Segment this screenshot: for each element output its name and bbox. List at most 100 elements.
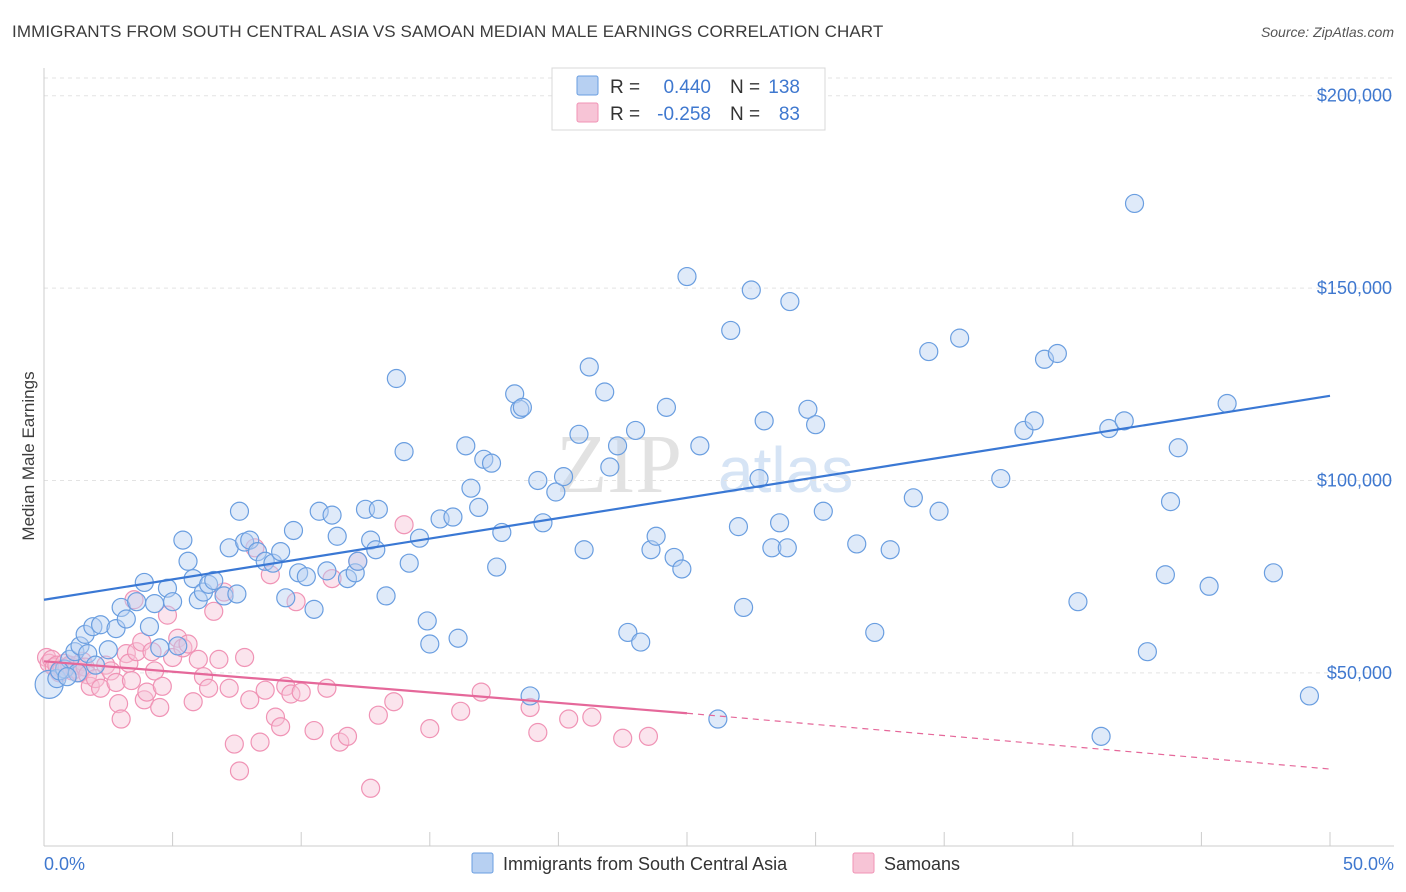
- sca-point: [656, 397, 677, 417]
- sca-point: [733, 597, 754, 618]
- sca-point: [420, 634, 440, 654]
- samoan-point: [111, 709, 131, 729]
- sca-point: [126, 592, 147, 612]
- chart-title: IMMIGRANTS FROM SOUTH CENTRAL ASIA VS SA…: [12, 22, 884, 41]
- sca-point: [199, 574, 219, 594]
- sca-point: [903, 488, 923, 508]
- stats-r-label-pink: R =: [610, 104, 640, 125]
- sca-point: [708, 709, 728, 729]
- sca-point: [481, 453, 502, 473]
- sca-point: [1014, 420, 1034, 441]
- sca-point: [83, 617, 103, 637]
- gridlines: [44, 77, 1394, 674]
- samoan-point: [317, 678, 337, 698]
- samoan-point: [121, 670, 142, 691]
- samoan-point: [85, 669, 106, 689]
- sca-point: [376, 586, 396, 606]
- sca-point: [366, 540, 386, 560]
- y-tick-label-50000: $50,000: [1327, 663, 1392, 683]
- samoan-point: [106, 672, 126, 693]
- legend-label-blue: Immigrants from South Central Asia: [503, 854, 788, 874]
- samoan-point: [265, 707, 286, 727]
- samoan-point: [613, 728, 633, 748]
- samoans-trend-extension: [686, 712, 1331, 770]
- samoan-point: [229, 761, 250, 781]
- samoan-point: [528, 722, 548, 743]
- sca-point: [271, 542, 291, 562]
- south-central-asia-trend-line: [43, 394, 1331, 601]
- sca-point: [929, 501, 949, 521]
- stats-box: R = 0.440 N = 138 R = -0.258 N = 83: [551, 67, 826, 131]
- sca-point: [116, 609, 136, 629]
- x-tick-label-max: 50.0%: [1343, 854, 1394, 874]
- sca-point: [456, 436, 476, 456]
- sca-point: [348, 551, 368, 571]
- sca-point: [229, 501, 250, 521]
- samoan-point: [250, 732, 270, 752]
- samoan-point: [384, 692, 404, 712]
- sca-point: [847, 534, 867, 554]
- sca-point: [106, 619, 126, 639]
- samoan-point: [163, 647, 183, 668]
- sca-point: [741, 280, 761, 300]
- samoan-point: [108, 694, 129, 714]
- sca-point: [1160, 492, 1181, 512]
- stats-r-label-blue: R =: [610, 77, 640, 98]
- sca-point: [1068, 592, 1088, 612]
- sca-point: [769, 513, 790, 533]
- samoan-point: [291, 682, 311, 702]
- sca-point: [386, 368, 406, 389]
- sca-point: [1047, 343, 1067, 364]
- samoan-point: [183, 692, 203, 712]
- sca-point: [607, 436, 628, 456]
- legend-swatch-pink: [852, 852, 875, 874]
- samoan-point: [126, 642, 147, 662]
- sca-point: [227, 584, 247, 604]
- sca-point: [1299, 686, 1320, 706]
- sca-point: [70, 636, 90, 656]
- samoan-point: [582, 707, 602, 727]
- samoan-point: [199, 678, 219, 698]
- sca-point: [461, 478, 481, 498]
- sca-point: [283, 520, 304, 541]
- sca-point: [1137, 642, 1157, 662]
- samoan-point: [330, 732, 350, 752]
- sca-point: [204, 570, 224, 591]
- sca-point: [173, 530, 193, 550]
- sca-point: [144, 593, 165, 614]
- sca-point: [168, 636, 188, 656]
- sca-point: [754, 411, 774, 431]
- samoan-point: [134, 690, 154, 710]
- sca-point: [813, 501, 833, 521]
- sca-point: [163, 592, 183, 612]
- sca-point: [296, 567, 316, 587]
- sca-point: [1155, 565, 1175, 585]
- sca-point: [728, 517, 749, 537]
- sca-point: [749, 468, 769, 489]
- sca-point: [677, 266, 697, 287]
- y-tick-label-100000: $100,000: [1317, 470, 1392, 490]
- stats-swatch-pink: [576, 102, 599, 123]
- samoan-point: [235, 647, 255, 668]
- sca-point: [533, 513, 553, 533]
- sca-point: [672, 559, 692, 579]
- sca-point: [664, 547, 684, 568]
- legend-label-pink: Samoans: [884, 854, 960, 874]
- stats-n-value-blue: 138: [768, 77, 800, 98]
- samoan-point: [361, 778, 381, 798]
- sca-point: [304, 599, 324, 619]
- samoans-points: [36, 515, 659, 798]
- sca-point: [309, 501, 329, 521]
- sca-point: [469, 497, 489, 518]
- stats-n-label-blue: N =: [730, 77, 760, 98]
- sca-point: [762, 538, 782, 558]
- sca-point: [443, 507, 463, 527]
- sca-point: [780, 291, 800, 312]
- samoan-point: [150, 697, 170, 718]
- stats-r-value-pink: -0.258: [657, 104, 711, 125]
- sca-point: [327, 526, 347, 546]
- sca-point: [690, 436, 710, 456]
- sca-point: [345, 563, 365, 583]
- samoan-point: [394, 515, 414, 535]
- samoan-point: [168, 628, 188, 648]
